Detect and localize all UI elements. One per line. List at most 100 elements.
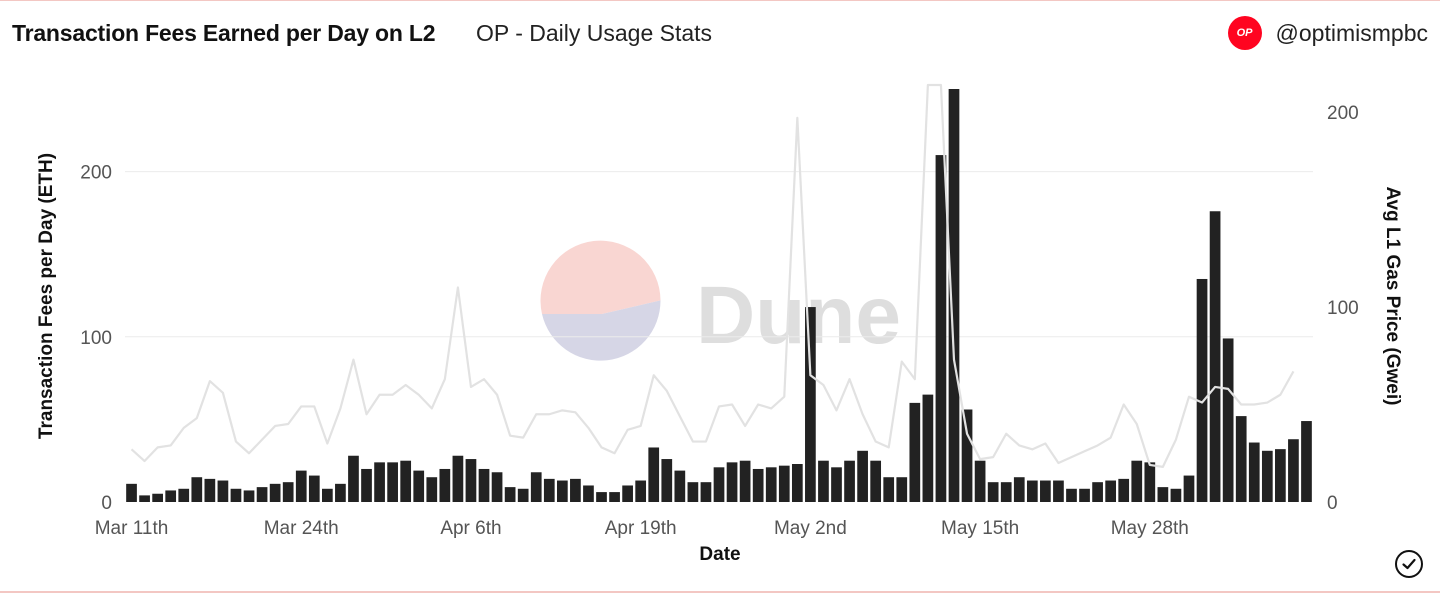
bar	[1105, 480, 1117, 502]
bar	[230, 488, 242, 502]
bar	[805, 307, 816, 502]
x-tick: Mar 24th	[264, 518, 339, 539]
y-tick-left: 0	[101, 493, 112, 514]
bar	[530, 472, 542, 502]
brand[interactable]: OP @optimismpbc	[1227, 16, 1428, 50]
top-border	[0, 0, 1440, 1]
watermark-text: Dune	[696, 270, 901, 361]
bar	[622, 485, 633, 502]
bar	[1157, 487, 1169, 502]
verified-check-icon[interactable]	[1395, 550, 1423, 578]
bar	[1196, 278, 1208, 502]
optimism-logo-icon: OP	[1227, 16, 1262, 50]
bar	[348, 455, 359, 502]
bar	[361, 468, 372, 502]
bar	[857, 450, 868, 502]
bar	[961, 409, 973, 502]
bar	[1000, 482, 1012, 502]
bar	[439, 468, 451, 502]
bar	[922, 394, 934, 502]
gridlines	[125, 171, 1313, 338]
bar	[1131, 460, 1143, 502]
line-series	[130, 83, 1295, 468]
bar	[870, 460, 882, 502]
bar	[831, 467, 842, 502]
bar	[883, 477, 895, 502]
bar	[713, 467, 725, 502]
bar	[818, 460, 829, 502]
bar	[465, 459, 477, 502]
y-tick-left: 100	[80, 328, 112, 349]
bar	[909, 402, 921, 502]
bar	[1235, 416, 1247, 502]
y-tick-right: 0	[1327, 493, 1338, 514]
bar	[1183, 475, 1195, 502]
y-axis-right-label: Avg L1 Gas Price (Gwei)	[1382, 187, 1403, 406]
bar	[752, 468, 764, 502]
bar-series	[126, 89, 1312, 502]
bar	[491, 472, 503, 502]
brand-handle[interactable]: @optimismpbc	[1275, 19, 1428, 46]
bottom-border	[0, 591, 1440, 593]
bar	[269, 483, 281, 502]
bar	[335, 483, 346, 502]
bar	[556, 480, 568, 502]
bar	[152, 493, 163, 502]
bar	[504, 487, 516, 502]
bar	[243, 490, 255, 502]
bar	[661, 459, 673, 502]
chart-title: Transaction Fees Earned per Day on L2	[12, 20, 436, 46]
bar	[687, 482, 699, 502]
x-tick: May 15th	[941, 518, 1019, 539]
bar	[295, 470, 307, 502]
bar	[217, 480, 229, 502]
x-tick: Apr 6th	[440, 518, 501, 539]
bar	[1261, 450, 1273, 502]
bar	[256, 487, 268, 502]
y-tick-right: 100	[1327, 298, 1359, 319]
bar	[596, 492, 607, 502]
bar	[139, 495, 150, 502]
bar	[765, 467, 777, 502]
x-tick: May 2nd	[774, 518, 847, 539]
chart-header: Transaction Fees Earned per Day on L2 OP…	[0, 0, 1440, 68]
bar	[165, 490, 177, 502]
x-tick: May 28th	[1111, 518, 1189, 539]
y-tick-left: 200	[80, 163, 112, 184]
bar	[844, 460, 855, 502]
bar	[1288, 439, 1299, 502]
bar	[1301, 421, 1312, 502]
y-tick-right: 200	[1327, 103, 1359, 124]
bar	[974, 460, 986, 502]
bar	[543, 478, 555, 502]
x-tick: Apr 19th	[605, 518, 677, 539]
bar	[191, 477, 203, 502]
watermark: Dune	[540, 240, 901, 361]
bar	[1053, 480, 1064, 502]
chart-subtitle: OP - Daily Usage Stats	[476, 20, 713, 46]
watermark-logo-bottom	[542, 300, 661, 361]
bar	[700, 482, 712, 502]
bar	[739, 460, 751, 502]
y-axis-right: 0 100 200	[1327, 103, 1359, 514]
y-axis-left-label: Transaction Fees per Day (ETH)	[36, 153, 57, 439]
bar	[648, 447, 660, 502]
bar	[374, 462, 385, 502]
bar	[178, 488, 190, 502]
bar	[1275, 449, 1286, 502]
bar	[1026, 480, 1038, 502]
bar	[1013, 477, 1025, 502]
bar	[1170, 488, 1182, 502]
bar	[896, 477, 908, 502]
bar	[322, 488, 333, 502]
bar	[609, 492, 620, 502]
gas-price-line	[130, 83, 1295, 468]
x-tick: Mar 11th	[95, 518, 169, 539]
bar	[282, 482, 294, 502]
bar	[1144, 462, 1156, 502]
bar	[400, 460, 412, 502]
bar	[1092, 482, 1103, 502]
bar	[1248, 442, 1260, 502]
bar	[987, 482, 999, 502]
bar	[583, 485, 594, 502]
